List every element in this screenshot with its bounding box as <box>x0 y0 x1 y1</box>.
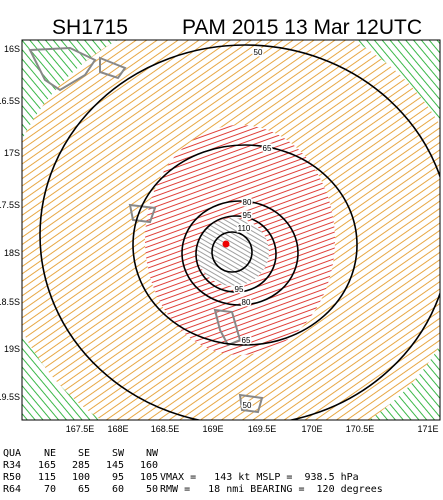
table-cell: R64 <box>3 484 21 495</box>
lon-label: 171E <box>417 424 438 434</box>
lon-label: 170.5E <box>346 424 375 434</box>
contour-label: 65 <box>242 336 251 345</box>
table-cell: 70 <box>44 484 56 495</box>
table-cell: 160 <box>140 460 158 471</box>
table-cell: 285 <box>72 460 90 471</box>
lon-label: 168E <box>107 424 128 434</box>
lon-label: 168.5E <box>151 424 180 434</box>
title: PAM 2015 13 Mar 12UTC <box>182 16 422 39</box>
contour-label: 50 <box>243 401 252 410</box>
contour-label: 95 <box>243 211 252 220</box>
lat-label: 17S <box>4 148 20 158</box>
table-cell: 50 <box>146 484 158 495</box>
stat-line: VMAX = 143 kt MSLP = 938.5 hPa <box>160 472 359 483</box>
lat-label: 18S <box>4 248 20 258</box>
map-frame <box>21 39 441 421</box>
column-header: SE <box>78 448 90 459</box>
table-cell: 60 <box>112 484 124 495</box>
table-cell: 145 <box>106 460 124 471</box>
storm-center <box>222 240 230 248</box>
table-cell: 65 <box>78 484 90 495</box>
lat-label: 17.5S <box>0 200 20 210</box>
stat-line: RMW = 18 nmi BEARING = 120 degrees <box>160 484 383 495</box>
column-header: SW <box>112 448 125 459</box>
lon-label: 167.5E <box>66 424 95 434</box>
lon-label: 170E <box>301 424 322 434</box>
storm-id: SH1715 <box>52 16 128 39</box>
table-cell: 100 <box>72 472 90 483</box>
lon-label: 169E <box>202 424 223 434</box>
contours <box>39 44 440 420</box>
column-header: NE <box>44 448 56 459</box>
coastlines <box>28 46 264 414</box>
table-cell: R34 <box>3 460 21 471</box>
lon-label: 169.5E <box>248 424 277 434</box>
lat-label: 16.5S <box>0 96 20 106</box>
map-labels: 16S 16.5S 17S 17.5S 18S 18.5S 19S 19.5S 167.5E 16… <box>0 44 439 434</box>
table-cell: 105 <box>140 472 158 483</box>
contour-label: 65 <box>263 144 272 153</box>
contour-label: 50 <box>254 48 263 57</box>
map <box>22 40 440 420</box>
radii-table: QUA NE SE SW NW R34 165 285 145 160 R50 115 100 95 105… <box>3 448 159 495</box>
lat-label: 19S <box>4 344 20 354</box>
column-header: NW <box>146 448 159 459</box>
lat-label: 19.5S <box>0 392 20 402</box>
contour-label: 95 <box>235 285 244 294</box>
core-field <box>197 218 269 286</box>
lat-label: 18.5S <box>0 297 20 307</box>
contour-label: 110 <box>238 224 251 233</box>
column-header: QUA <box>3 448 21 459</box>
table-cell: 95 <box>112 472 124 483</box>
table-cell: 165 <box>38 460 56 471</box>
contour-label: 80 <box>242 298 251 307</box>
lat-label: 16S <box>4 44 20 54</box>
table-cell: R50 <box>3 472 21 483</box>
table-cell: 115 <box>38 472 56 483</box>
contour-label: 80 <box>243 198 252 207</box>
